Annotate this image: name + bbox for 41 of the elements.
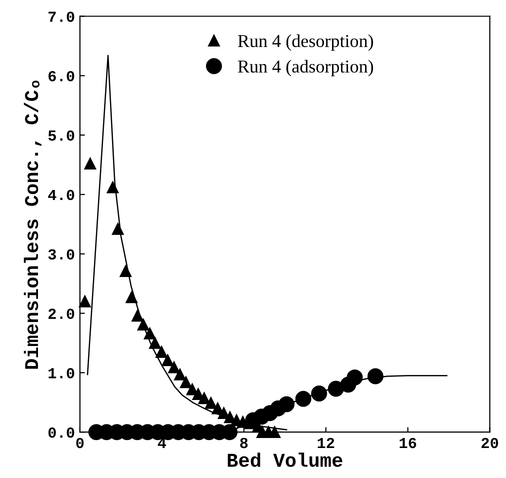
y-tick-label: 0.0	[48, 427, 74, 438]
y-tick-label: 6.0	[48, 70, 74, 82]
point	[198, 392, 210, 404]
x-tick-label: 12	[318, 438, 334, 448]
point	[204, 397, 217, 409]
point	[78, 296, 91, 308]
point	[328, 380, 344, 397]
point	[149, 337, 161, 349]
point	[112, 223, 124, 235]
point	[168, 361, 180, 374]
point	[367, 368, 384, 384]
point	[295, 390, 312, 407]
x-tick-label: 8	[240, 438, 248, 448]
point	[137, 318, 150, 330]
legend-label: Run 4 (adsorption)	[238, 60, 374, 76]
point	[162, 354, 174, 366]
y-tick-label: 4.0	[48, 190, 74, 200]
y-tick-label: 3.0	[48, 249, 74, 260]
x-tick-label: 0	[76, 438, 84, 448]
y-tick-label: 1.0	[48, 368, 74, 378]
legend-label: Run 4 (desorption)	[238, 34, 374, 51]
point	[84, 158, 96, 170]
point	[174, 368, 186, 380]
x-tick-label: 4	[158, 438, 166, 448]
point	[126, 291, 138, 304]
x-tick-label: 20	[482, 438, 498, 448]
y-tick-label: 5.0	[48, 130, 74, 141]
point	[144, 328, 156, 340]
point	[156, 346, 168, 358]
x-tick-label: 16	[400, 438, 416, 448]
y-tick-label: 7.0	[48, 12, 74, 22]
point	[106, 181, 119, 194]
point	[311, 386, 328, 402]
point	[346, 369, 363, 386]
point	[132, 310, 144, 322]
y-tick-label: 2.0	[48, 308, 74, 319]
x-axis-title: Bed Volume	[228, 452, 342, 467]
point	[120, 265, 132, 278]
point	[278, 396, 295, 412]
y-axis-title: Dimensionless Conc., C/Cₒ	[24, 80, 42, 369]
point	[180, 376, 192, 388]
